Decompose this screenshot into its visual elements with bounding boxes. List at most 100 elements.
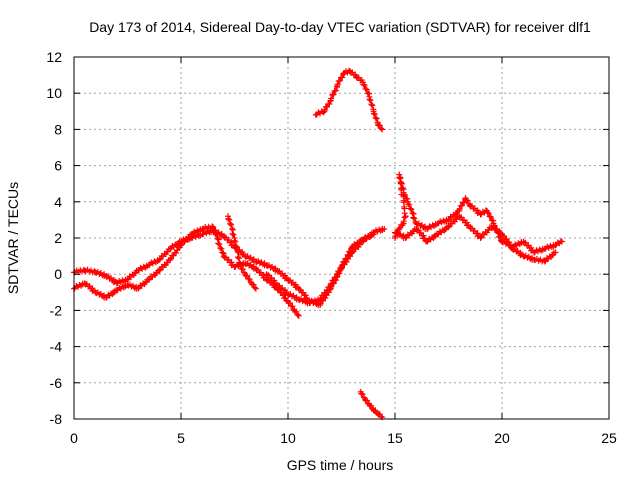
data-point	[246, 276, 253, 283]
x-tick-label: 10	[280, 430, 296, 446]
data-point	[368, 101, 375, 108]
x-tick-labels: 0 5 10 15 20 25	[70, 430, 617, 446]
data-point	[297, 286, 304, 293]
data-point	[328, 280, 335, 287]
data-point	[217, 244, 224, 251]
data-point	[507, 242, 514, 249]
data-point	[399, 185, 406, 192]
data-point	[234, 254, 241, 261]
data-point	[317, 295, 324, 302]
data-point	[251, 284, 258, 291]
data-point	[330, 277, 337, 284]
data-point	[333, 271, 340, 278]
data-point	[333, 274, 340, 281]
data-point	[336, 77, 343, 84]
data-point	[339, 74, 346, 81]
data-point	[396, 174, 403, 181]
data-point	[239, 266, 246, 273]
data-point	[209, 223, 216, 230]
data-point	[366, 96, 373, 103]
data-point	[370, 231, 377, 238]
data-point	[214, 235, 221, 242]
data-point	[368, 402, 375, 409]
data-point	[456, 206, 463, 213]
data-point	[252, 285, 259, 292]
data-points	[71, 67, 565, 421]
data-point	[167, 255, 174, 262]
data-point	[373, 115, 380, 122]
data-point	[226, 216, 233, 223]
data-point	[173, 249, 180, 256]
data-point	[372, 114, 379, 121]
data-point	[231, 237, 238, 244]
y-tick-label: -4	[50, 339, 63, 355]
grid	[74, 57, 609, 419]
data-point	[363, 397, 370, 404]
data-point	[282, 295, 289, 302]
data-point	[232, 238, 239, 245]
data-point	[228, 221, 235, 228]
data-point	[458, 202, 465, 209]
data-point	[378, 125, 385, 132]
data-point	[415, 227, 422, 234]
data-point	[400, 218, 407, 225]
data-point	[323, 287, 330, 294]
data-point	[445, 216, 452, 223]
data-point	[407, 205, 414, 212]
data-point	[381, 225, 388, 232]
data-point	[445, 224, 452, 231]
data-point	[124, 276, 131, 283]
data-point	[541, 258, 548, 265]
y-tick-label: 10	[46, 85, 62, 101]
y-tick-label: 4	[54, 194, 62, 210]
data-point	[371, 111, 378, 118]
y-tick-label: 8	[54, 121, 62, 137]
y-tick-label: -6	[50, 375, 63, 391]
x-tick-label: 25	[601, 430, 617, 446]
data-point	[293, 308, 300, 315]
data-point	[558, 238, 565, 245]
data-point	[320, 292, 327, 299]
data-point	[347, 248, 354, 255]
data-point	[229, 230, 236, 237]
data-point	[401, 192, 408, 199]
data-point	[295, 312, 302, 319]
data-point	[212, 231, 219, 238]
data-point	[330, 91, 337, 98]
data-point	[337, 264, 344, 271]
chart-title: Day 173 of 2014, Sidereal Day-to-day VTE…	[89, 19, 591, 35]
data-point	[250, 281, 257, 288]
data-point	[235, 255, 242, 262]
data-point	[218, 245, 225, 252]
data-point	[229, 225, 236, 232]
y-tick-label: 0	[54, 266, 62, 282]
data-point	[361, 82, 368, 89]
data-point	[417, 229, 424, 236]
x-tick-label: 0	[70, 430, 78, 446]
data-point	[363, 86, 370, 93]
data-point	[503, 236, 510, 243]
data-point	[405, 201, 412, 208]
data-point	[344, 251, 351, 258]
data-point	[300, 289, 307, 296]
data-point	[552, 249, 559, 256]
data-point	[145, 276, 152, 283]
data-point	[464, 197, 471, 204]
data-point	[409, 210, 416, 217]
data-point	[364, 90, 371, 97]
data-point	[376, 122, 383, 129]
data-point	[234, 248, 241, 255]
data-point	[360, 81, 367, 88]
data-point	[406, 201, 413, 208]
data-point	[227, 220, 234, 227]
data-point	[225, 215, 232, 222]
data-point	[216, 241, 223, 248]
data-point	[289, 303, 296, 310]
data-point	[294, 311, 301, 318]
data-point	[367, 97, 374, 104]
data-point	[336, 268, 343, 275]
data-point	[370, 110, 377, 117]
data-point	[343, 255, 350, 262]
data-point	[178, 242, 184, 249]
